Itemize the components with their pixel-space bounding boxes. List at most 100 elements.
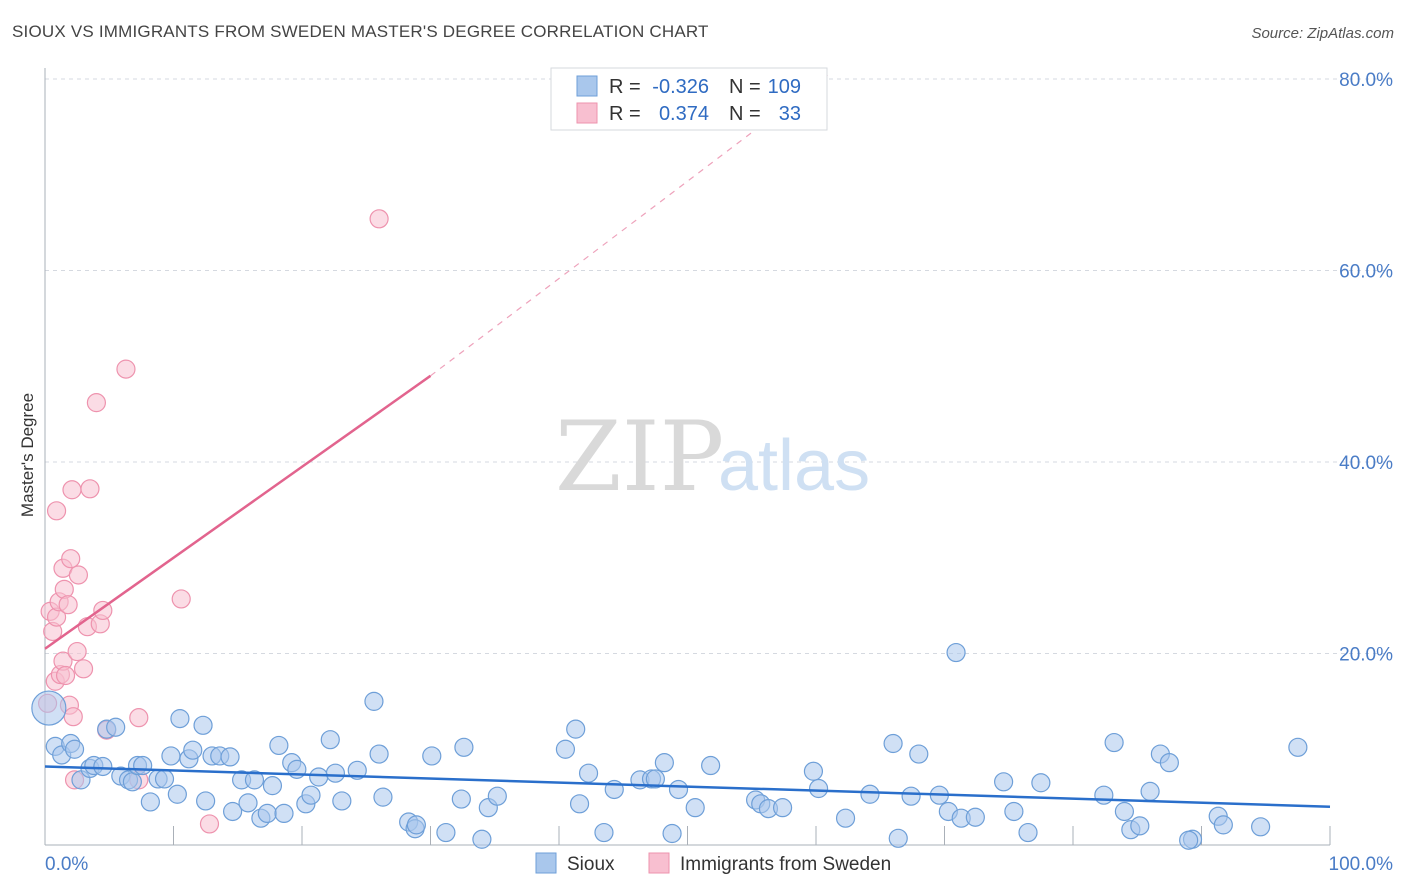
legend-r-value-sweden: 0.374 xyxy=(659,103,709,125)
sweden-point xyxy=(68,565,89,585)
x-tick-labels: 0.0% 100.0% xyxy=(45,854,1393,875)
sioux-point xyxy=(320,730,340,750)
bottom-legend: Sioux Immigrants from Sweden xyxy=(535,852,891,875)
watermark-atlas: atlas xyxy=(718,426,870,506)
sioux-point xyxy=(909,744,929,764)
sioux-point xyxy=(701,755,721,776)
y-tick-label: 80.0% xyxy=(1339,70,1393,91)
sioux-point xyxy=(332,791,352,811)
sweden-point xyxy=(58,595,78,615)
sioux-point xyxy=(994,772,1014,792)
sweden-point xyxy=(116,359,136,379)
sweden-point xyxy=(62,480,82,500)
sioux-point xyxy=(140,792,160,812)
sioux-point xyxy=(325,763,346,783)
sioux-point xyxy=(654,753,674,773)
source-label: Source: ZipAtlas.com xyxy=(1251,25,1394,42)
sioux-point xyxy=(1031,773,1051,793)
sioux-point xyxy=(451,789,471,809)
sioux-point xyxy=(668,779,689,800)
sioux-point xyxy=(808,778,829,799)
sioux-point xyxy=(487,786,507,806)
x-tick-label-min: 0.0% xyxy=(45,854,88,875)
sioux-point xyxy=(685,798,705,818)
sioux-point xyxy=(901,786,921,806)
sweden-point xyxy=(171,589,191,609)
sioux-point xyxy=(965,807,985,827)
sweden-point xyxy=(73,659,94,679)
sioux-point xyxy=(274,803,294,824)
bottom-legend-swatch-sioux xyxy=(535,852,557,874)
sweden-point xyxy=(67,641,87,662)
sioux-point xyxy=(170,709,190,729)
y-tick-label: 20.0% xyxy=(1339,645,1393,666)
sweden-point xyxy=(199,814,220,834)
sweden-trend-line xyxy=(44,374,432,650)
y-tick-label: 40.0% xyxy=(1339,453,1393,474)
sioux-point xyxy=(422,746,442,766)
legend-n-label-sweden: N = xyxy=(729,103,761,125)
sioux-point xyxy=(472,829,492,849)
chart-title: SIOUX VS IMMIGRANTS FROM SWEDEN MASTER'S… xyxy=(12,22,709,41)
sioux-point xyxy=(309,767,329,787)
sioux-point xyxy=(31,690,67,726)
sioux-point xyxy=(772,798,793,818)
legend-n-value-sioux: 109 xyxy=(768,76,801,98)
sioux-point xyxy=(133,755,153,776)
sioux-point xyxy=(167,784,187,804)
legend-n-label-sioux: N = xyxy=(729,76,761,98)
legend-r-label-sweden: R = xyxy=(609,103,641,125)
sioux-point xyxy=(1288,737,1308,757)
grid-lines xyxy=(45,78,1392,654)
bottom-legend-label-sioux: Sioux xyxy=(567,854,615,875)
sioux-point xyxy=(1159,753,1179,773)
sweden-point xyxy=(61,549,81,569)
sioux-point xyxy=(1114,801,1135,822)
sioux-point xyxy=(161,746,181,766)
legend-r-value-sioux: -0.326 xyxy=(652,76,709,98)
sioux-point xyxy=(244,770,265,790)
sioux-point xyxy=(373,787,393,807)
sioux-point xyxy=(64,739,85,759)
sweden-point xyxy=(55,665,76,686)
sioux-point xyxy=(569,794,590,814)
bottom-legend-label-sweden: Immigrants from Sweden xyxy=(680,854,891,875)
sioux-point xyxy=(883,733,903,754)
x-tick-label-max: 100.0% xyxy=(1329,854,1394,875)
sioux-point xyxy=(566,719,586,739)
axes xyxy=(44,68,1331,846)
sioux-point xyxy=(364,691,384,711)
sioux-point xyxy=(223,801,243,822)
sioux-point xyxy=(406,815,426,835)
sioux-point xyxy=(860,784,880,804)
trend-lines xyxy=(44,73,1331,808)
sioux-point xyxy=(454,737,474,757)
sioux-point xyxy=(238,793,258,813)
legend-n-value-sweden: 33 xyxy=(779,103,801,125)
sioux-point xyxy=(301,785,321,805)
sweden-point xyxy=(129,708,149,728)
y-axis-label: Master's Degree xyxy=(18,393,37,517)
watermark: ZIP atlas xyxy=(555,401,870,513)
sioux-point xyxy=(106,717,126,737)
legend-swatch-sioux xyxy=(576,75,598,97)
sioux-point xyxy=(269,735,289,756)
sweden-point xyxy=(86,393,107,413)
sioux-point xyxy=(183,740,203,760)
sioux-point xyxy=(1018,822,1038,843)
y-tick-label: 60.0% xyxy=(1339,262,1393,283)
sioux-point xyxy=(1004,801,1024,822)
sioux-point xyxy=(662,823,682,844)
legend-swatch-sweden xyxy=(576,102,598,124)
sioux-point xyxy=(1094,785,1114,805)
sioux-points xyxy=(31,642,1308,850)
sweden-point xyxy=(369,209,389,229)
sioux-point xyxy=(369,744,389,764)
sioux-point xyxy=(1179,830,1199,850)
sioux-point xyxy=(220,747,240,767)
sioux-point xyxy=(1130,816,1150,836)
top-legend: R = -0.326 N = 109 R = 0.374 N = 33 xyxy=(550,67,828,131)
sioux-point xyxy=(262,776,283,796)
sioux-point xyxy=(196,791,216,811)
